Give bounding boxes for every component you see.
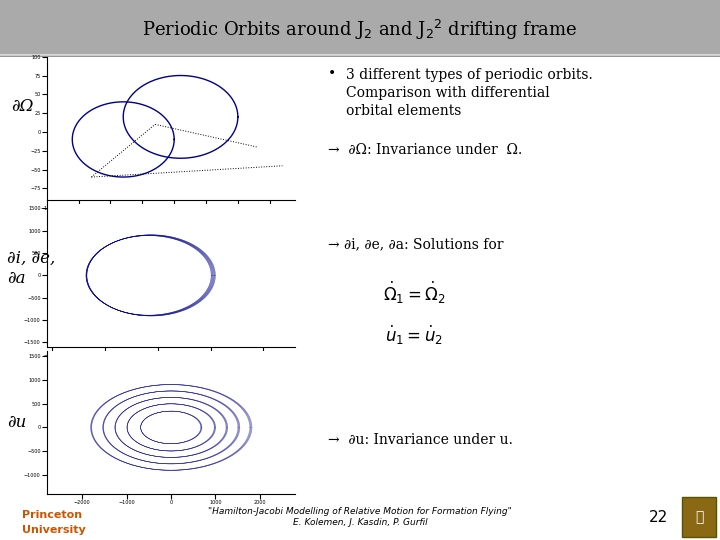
- Bar: [0, 55, 720, 56]
- Bar: [0, 54, 720, 56]
- Bar: [0, 55, 720, 56]
- Bar: [0, 54, 720, 55]
- Bar: [0, 55, 720, 56]
- Bar: [0, 55, 720, 57]
- Bar: [0, 55, 720, 57]
- Text: ∂u: ∂u: [7, 414, 27, 431]
- Bar: [0, 55, 720, 56]
- Bar: [0, 55, 720, 56]
- Bar: [0, 54, 720, 56]
- Bar: [0, 54, 720, 56]
- Bar: [0, 54, 720, 56]
- Text: ∂i, ∂e,
∂a: ∂i, ∂e, ∂a: [7, 250, 55, 287]
- Bar: [0, 54, 720, 56]
- Bar: [0, 55, 720, 56]
- Bar: [0, 54, 720, 56]
- Text: "Hamilton-Jacobi Modelling of Relative Motion for Formation Flying"
E. Kolemen, : "Hamilton-Jacobi Modelling of Relative M…: [208, 508, 512, 526]
- Bar: [0, 54, 720, 56]
- Bar: [0, 54, 720, 56]
- Bar: [0, 55, 720, 57]
- Bar: [0, 54, 720, 56]
- Bar: [0, 55, 720, 57]
- Text: ∂Ω: ∂Ω: [11, 98, 33, 115]
- Text: Periodic Orbits around J$_2$ and J$_2$$^2$ drifting frame: Periodic Orbits around J$_2$ and J$_2$$^…: [143, 17, 577, 42]
- Bar: [0, 54, 720, 56]
- Text: $\dot{\Omega}_1 = \dot{\Omega}_2$: $\dot{\Omega}_1 = \dot{\Omega}_2$: [383, 280, 445, 306]
- Bar: [0, 55, 720, 56]
- Bar: [0, 55, 720, 56]
- Bar: [0, 55, 720, 56]
- Bar: [0, 55, 720, 57]
- Text: → ∂i, ∂e, ∂a: Solutions for: → ∂i, ∂e, ∂a: Solutions for: [328, 237, 503, 251]
- Bar: [0, 55, 720, 56]
- Text: 22: 22: [649, 510, 668, 524]
- Bar: [0, 55, 720, 56]
- Bar: [0, 55, 720, 57]
- Text: Princeton: Princeton: [22, 510, 82, 520]
- Bar: [0, 55, 720, 56]
- Text: →  ∂Ω: Invariance under  Ω.: → ∂Ω: Invariance under Ω.: [328, 143, 522, 157]
- Bar: [0, 55, 720, 56]
- Bar: [0, 55, 720, 56]
- Text: →  ∂u: Invariance under u.: → ∂u: Invariance under u.: [328, 433, 513, 447]
- Bar: [0, 55, 720, 57]
- Text: 🔱: 🔱: [695, 510, 703, 524]
- Bar: [0, 55, 720, 56]
- Text: $\dot{u}_1 = \dot{u}_2$: $\dot{u}_1 = \dot{u}_2$: [385, 324, 443, 347]
- Text: University: University: [22, 525, 86, 535]
- Bar: [0, 55, 720, 56]
- Bar: [0, 55, 720, 56]
- Bar: [0, 55, 720, 56]
- Bar: [0, 55, 720, 56]
- Bar: [0, 55, 720, 56]
- Bar: [0, 55, 720, 56]
- Text: 3 different types of periodic orbits.
Comparison with differential
orbital eleme: 3 different types of periodic orbits. Co…: [346, 68, 593, 118]
- Text: •: •: [328, 68, 336, 82]
- Bar: [0, 55, 720, 57]
